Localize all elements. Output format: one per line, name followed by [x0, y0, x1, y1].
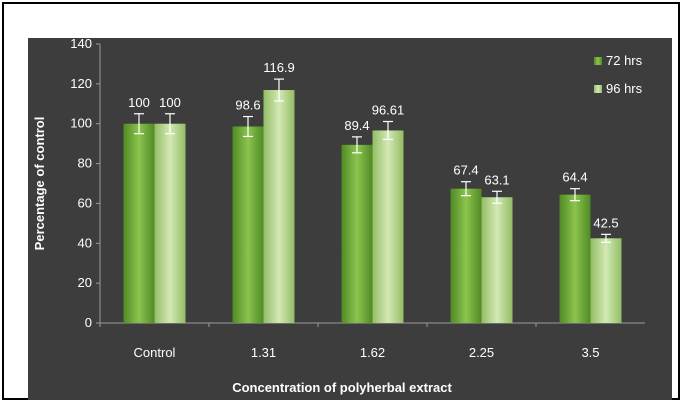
y-axis-title: Percentage of control — [32, 117, 47, 251]
data-label: 42.5 — [593, 215, 618, 230]
y-tick-label: 120 — [70, 76, 92, 91]
x-axis-title: Concentration of polyherbal extract — [232, 380, 452, 395]
legend-label: 72 hrs — [606, 53, 643, 68]
bars — [123, 78, 622, 323]
bar — [263, 90, 295, 323]
y-tick-label: 20 — [78, 275, 92, 290]
bar — [590, 238, 622, 323]
x-tick-label: Control — [134, 345, 176, 360]
x-tick-label: 3.5 — [581, 345, 599, 360]
data-label: 100 — [159, 95, 181, 110]
legend-label: 96 hrs — [606, 81, 643, 96]
data-label: 64.4 — [562, 170, 587, 185]
data-labels: 100 100 98.6 116.9 89.496.61 67.4 63.1 64.4 42.5 — [128, 60, 619, 230]
bar — [481, 197, 513, 323]
y-tick-label: 0 — [85, 315, 92, 330]
bar — [123, 123, 155, 323]
y-tick-label: 40 — [78, 235, 92, 250]
data-label: 100 — [128, 95, 150, 110]
y-tick-label: 60 — [78, 195, 92, 210]
data-label: 98.6 — [235, 98, 260, 113]
x-tick-label: 1.62 — [360, 345, 385, 360]
data-label: 89.4 — [344, 118, 369, 133]
legend-swatch — [594, 85, 602, 93]
legend-swatch — [594, 57, 602, 65]
y-tick-label: 140 — [70, 36, 92, 51]
data-label: 96.61 — [372, 103, 405, 118]
y-tick-label: 100 — [70, 116, 92, 131]
x-tick-label: 2.25 — [469, 345, 494, 360]
y-axis-title-group: Percentage of control — [32, 117, 47, 251]
x-tick-label: 1.31 — [251, 345, 276, 360]
bar — [232, 126, 264, 323]
bar — [341, 144, 373, 323]
data-label: 116.9 — [263, 60, 295, 75]
bar — [372, 130, 404, 323]
bar — [154, 123, 186, 323]
data-label: 67.4 — [453, 163, 478, 178]
legend: 72 hrs 96 hrs — [594, 53, 643, 96]
bar — [450, 188, 482, 323]
axes: 0 20 40 60 80 100 120 140 Control 1.31 1.62 2.25 3.5… — [70, 36, 645, 395]
bar — [559, 194, 591, 323]
y-tick-label: 80 — [78, 156, 92, 171]
data-label: 63.1 — [484, 172, 509, 187]
